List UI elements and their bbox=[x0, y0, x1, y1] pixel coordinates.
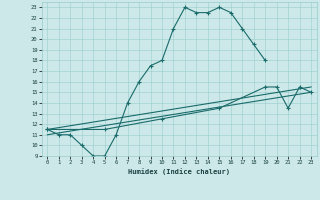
X-axis label: Humidex (Indice chaleur): Humidex (Indice chaleur) bbox=[128, 168, 230, 175]
